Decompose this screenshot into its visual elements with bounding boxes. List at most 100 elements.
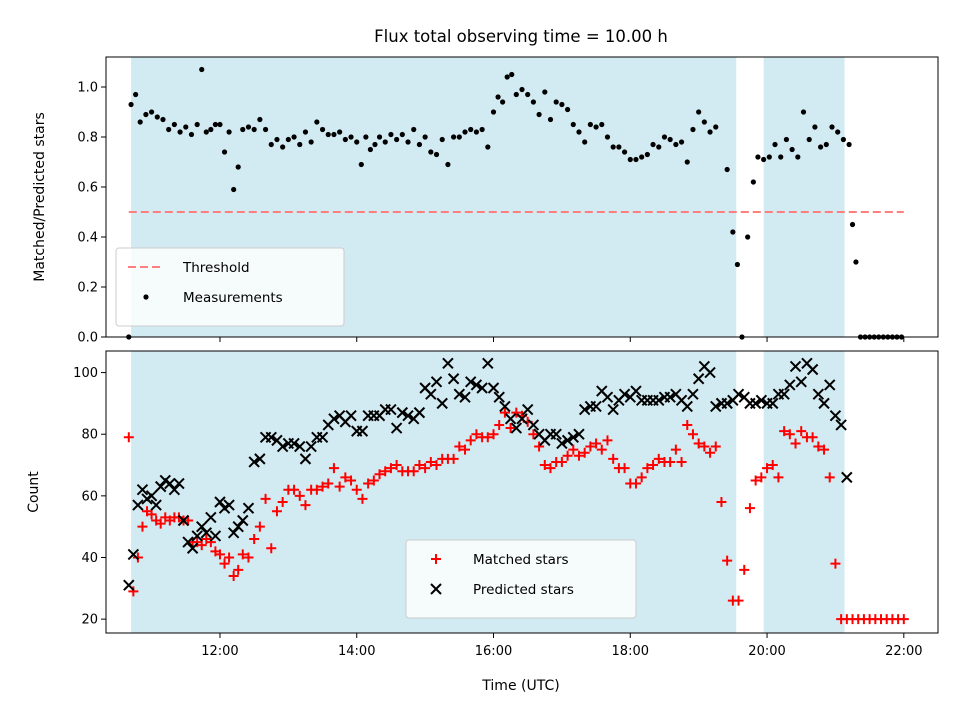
legend-label: Measurements bbox=[183, 290, 283, 306]
data-point bbox=[214, 496, 226, 508]
data-point bbox=[813, 441, 824, 452]
data-point bbox=[767, 397, 779, 410]
y-tick-label: 0.2 bbox=[77, 281, 98, 296]
data-point bbox=[453, 388, 466, 400]
data-point bbox=[194, 121, 200, 128]
data-point bbox=[630, 478, 641, 489]
data-point bbox=[356, 425, 369, 437]
data-point bbox=[342, 136, 348, 143]
data-point bbox=[191, 530, 203, 542]
data-point bbox=[601, 391, 614, 403]
x-tick-label: 12:00 bbox=[201, 644, 238, 659]
data-point bbox=[783, 136, 790, 143]
data-point bbox=[456, 134, 462, 140]
data-point bbox=[504, 413, 517, 425]
data-point bbox=[494, 419, 505, 430]
data-point bbox=[745, 234, 751, 240]
data-point bbox=[602, 435, 613, 446]
data-point bbox=[818, 144, 824, 150]
y-tick-label: 0.6 bbox=[77, 181, 98, 196]
legend-label: Predicted stars bbox=[473, 582, 574, 598]
data-point bbox=[237, 549, 248, 560]
data-point bbox=[396, 406, 409, 419]
data-point bbox=[299, 453, 312, 465]
data-point bbox=[824, 472, 835, 483]
data-point bbox=[188, 131, 195, 138]
data-point bbox=[460, 444, 471, 455]
data-point bbox=[784, 379, 796, 391]
data-point bbox=[133, 91, 139, 98]
shaded-interval bbox=[763, 351, 845, 633]
data-point bbox=[249, 534, 260, 544]
data-point bbox=[701, 119, 707, 125]
legend: Threshold Measurements bbox=[115, 247, 345, 327]
data-point bbox=[667, 136, 673, 143]
x-tick-label: 22:00 bbox=[885, 644, 922, 659]
data-point bbox=[766, 154, 772, 160]
x-tick-label: 18:00 bbox=[612, 644, 649, 659]
data-point bbox=[154, 114, 160, 120]
data-point bbox=[610, 144, 616, 150]
data-point bbox=[607, 403, 619, 416]
data-point bbox=[619, 463, 630, 474]
data-point bbox=[784, 429, 795, 440]
data-point bbox=[564, 106, 571, 113]
data-point bbox=[644, 151, 650, 158]
y-tick-label: 0.0 bbox=[77, 331, 98, 346]
x-axis-label: Time (UTC) bbox=[481, 678, 559, 694]
data-point bbox=[171, 121, 177, 128]
data-point bbox=[693, 438, 704, 449]
data-point bbox=[414, 460, 425, 471]
data-point bbox=[562, 450, 573, 461]
data-point bbox=[585, 441, 596, 452]
data-point bbox=[459, 391, 471, 403]
data-point bbox=[642, 463, 653, 474]
data-point bbox=[358, 161, 364, 168]
data-point bbox=[772, 141, 778, 148]
data-point bbox=[525, 91, 531, 98]
data-point bbox=[547, 116, 554, 123]
data-point bbox=[186, 542, 199, 554]
data-point bbox=[539, 460, 550, 471]
data-point bbox=[143, 111, 149, 118]
data-point bbox=[829, 124, 835, 130]
data-point bbox=[468, 126, 474, 133]
data-point bbox=[755, 394, 768, 407]
data-point bbox=[499, 400, 511, 413]
data-point bbox=[573, 428, 585, 440]
legend-frame bbox=[115, 247, 345, 327]
data-point bbox=[223, 499, 235, 511]
data-point bbox=[633, 156, 639, 163]
data-point bbox=[485, 144, 491, 150]
data-point bbox=[345, 410, 357, 422]
data-point bbox=[251, 126, 257, 133]
data-point bbox=[150, 499, 162, 511]
data-point bbox=[297, 141, 303, 148]
data-point bbox=[732, 388, 745, 400]
data-point bbox=[824, 379, 836, 391]
data-point bbox=[536, 111, 542, 118]
data-point bbox=[168, 483, 181, 496]
data-point bbox=[357, 493, 368, 504]
data-point bbox=[346, 475, 357, 486]
data-point bbox=[710, 441, 721, 452]
data-point bbox=[579, 447, 590, 458]
data-point bbox=[302, 129, 309, 135]
y-tick-label: 0.4 bbox=[77, 231, 98, 246]
data-point bbox=[596, 444, 607, 455]
data-point bbox=[476, 382, 488, 394]
data-point bbox=[203, 129, 209, 135]
data-point bbox=[428, 149, 434, 155]
data-point bbox=[257, 116, 263, 123]
data-point bbox=[391, 460, 402, 471]
data-point bbox=[673, 141, 679, 148]
legend-label: Threshold bbox=[182, 260, 250, 276]
data-point bbox=[511, 407, 522, 418]
data-point bbox=[237, 514, 249, 527]
data-point bbox=[294, 490, 305, 501]
data-point bbox=[334, 481, 345, 492]
data-point bbox=[482, 432, 493, 443]
data-point bbox=[779, 426, 790, 437]
data-point bbox=[137, 521, 148, 532]
data-point bbox=[656, 144, 662, 150]
